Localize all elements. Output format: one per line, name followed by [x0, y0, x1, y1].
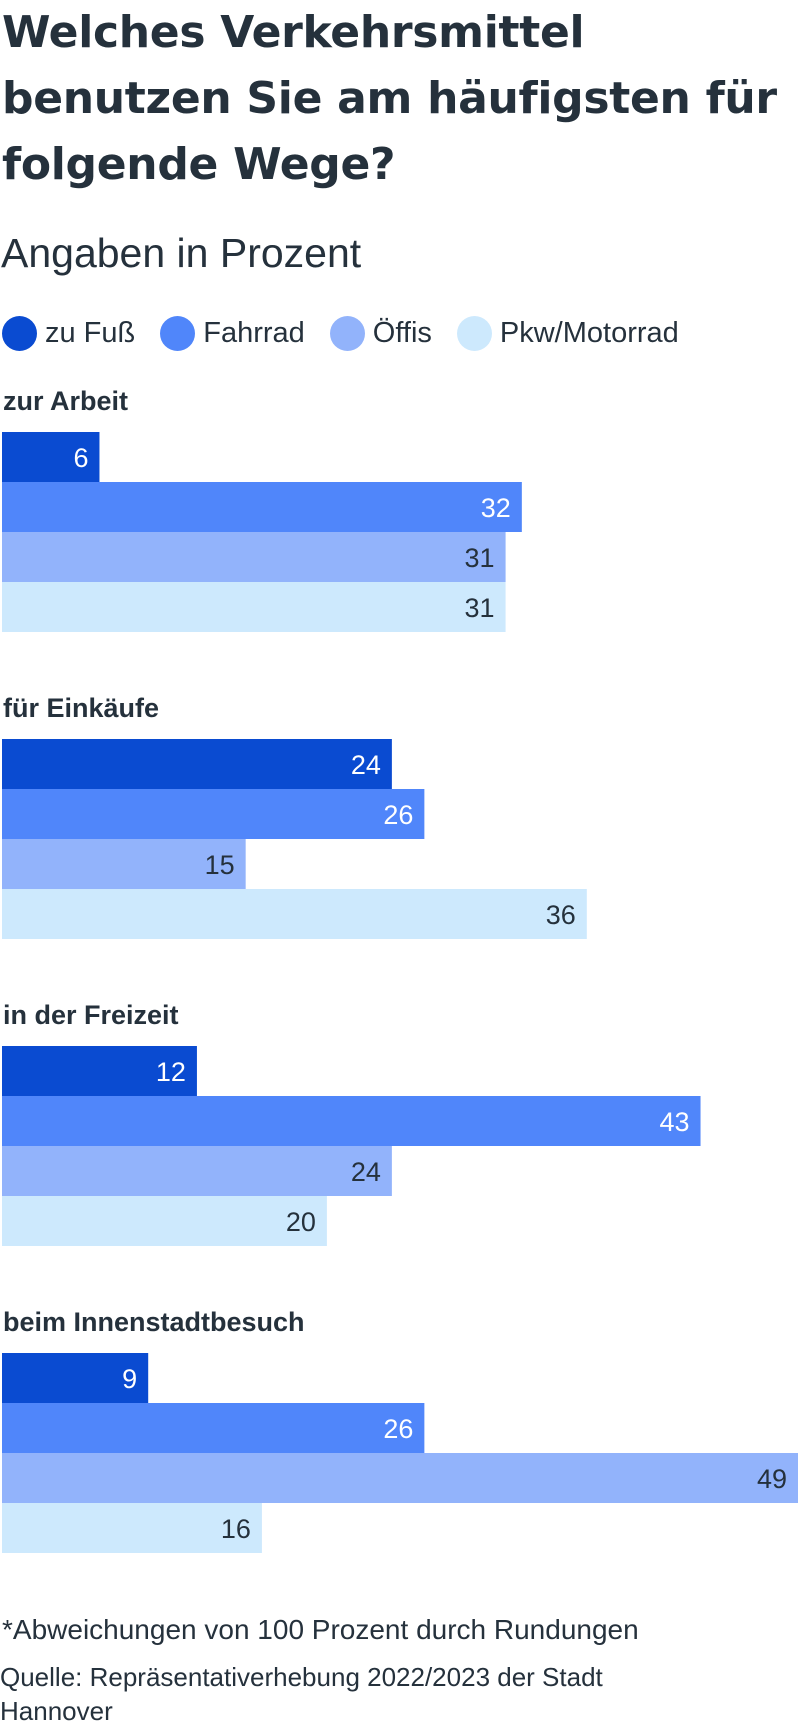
legend-swatch-pkw-motorrad	[456, 315, 492, 351]
category-label-in-der-freizeit: in der Freizeit	[3, 1000, 179, 1030]
legend-swatch-fahrrad	[160, 315, 196, 351]
legend-item-oeffis: Öffis	[329, 315, 432, 351]
bar-beim-innenstadtbesuch-oeffis	[2, 1453, 798, 1503]
bar-in-der-freizeit-oeffis	[2, 1146, 392, 1196]
legend-label-zu-fuss: zu Fuß	[45, 317, 136, 349]
legend-swatch-oeffis	[329, 315, 365, 351]
legend-swatch-zu-fuss	[2, 315, 37, 351]
bar-value-label-fuer-einkaeufe-zu-fuss: 24	[351, 750, 381, 780]
bar-value-label-zur-arbeit-oeffis: 31	[465, 543, 495, 573]
category-label-zur-arbeit: zur Arbeit	[3, 386, 128, 416]
bar-beim-innenstadtbesuch-zu-fuss	[2, 1353, 149, 1403]
bar-value-label-beim-innenstadtbesuch-pkw-motorrad: 16	[221, 1514, 251, 1544]
legend-item-fahrrad: Fahrrad	[160, 315, 305, 351]
category-label-fuer-einkaeufe: für Einkäufe	[3, 693, 159, 723]
legend-label-fahrrad: Fahrrad	[203, 317, 305, 349]
legend-item-pkw-motorrad: Pkw/Motorrad	[456, 315, 679, 351]
bar-group-in-der-freizeit: in der Freizeit 12 43 24 20	[2, 1000, 701, 1246]
bar-fuer-einkaeufe-fahrrad	[2, 789, 425, 839]
chart-title: Welches Verkehrsmittel benutzen Sie am h…	[2, 7, 777, 190]
bar-value-label-in-der-freizeit-fahrrad: 43	[659, 1107, 689, 1137]
bar-zur-arbeit-oeffis	[2, 532, 506, 582]
source-note: Quelle: Repräsentativerhebung 2022/2023 …	[0, 1662, 603, 1726]
bar-beim-innenstadtbesuch-fahrrad	[2, 1403, 425, 1453]
legend-label-pkw-motorrad: Pkw/Motorrad	[499, 317, 679, 349]
bar-fuer-einkaeufe-oeffis	[2, 839, 246, 889]
chart-subtitle: Angaben in Prozent	[1, 230, 362, 276]
bar-fuer-einkaeufe-pkw-motorrad	[2, 889, 587, 939]
bar-value-label-beim-innenstadtbesuch-zu-fuss: 9	[122, 1364, 137, 1394]
legend-item-zu-fuss: zu Fuß	[2, 315, 136, 351]
bar-zur-arbeit-pkw-motorrad	[2, 582, 506, 632]
bar-value-label-zur-arbeit-zu-fuss: 6	[73, 443, 88, 473]
bar-value-label-beim-innenstadtbesuch-fahrrad: 26	[383, 1414, 413, 1444]
bar-in-der-freizeit-zu-fuss	[2, 1046, 197, 1096]
bar-value-label-fuer-einkaeufe-oeffis: 15	[205, 850, 235, 880]
bar-value-label-in-der-freizeit-pkw-motorrad: 20	[286, 1207, 316, 1237]
bar-group-zur-arbeit: zur Arbeit 6 32 31 31	[2, 386, 522, 632]
bar-fuer-einkaeufe-zu-fuss	[2, 739, 392, 789]
legend-label-oeffis: Öffis	[372, 317, 432, 349]
bar-zur-arbeit-zu-fuss	[2, 432, 100, 482]
bar-value-label-zur-arbeit-pkw-motorrad: 31	[465, 593, 495, 623]
category-label-beim-innenstadtbesuch: beim Innenstadtbesuch	[3, 1307, 305, 1337]
bar-group-beim-innenstadtbesuch: beim Innenstadtbesuch 9 26 49 16	[2, 1307, 798, 1553]
bar-zur-arbeit-fahrrad	[2, 482, 522, 532]
bar-value-label-zur-arbeit-fahrrad: 32	[481, 493, 511, 523]
footnote: *Abweichungen von 100 Prozent durch Rund…	[2, 1614, 639, 1645]
bar-in-der-freizeit-fahrrad	[2, 1096, 701, 1146]
bar-beim-innenstadtbesuch-pkw-motorrad	[2, 1503, 262, 1553]
bar-value-label-fuer-einkaeufe-fahrrad: 26	[383, 800, 413, 830]
bar-value-label-in-der-freizeit-zu-fuss: 12	[156, 1057, 186, 1087]
bar-in-der-freizeit-pkw-motorrad	[2, 1196, 327, 1246]
legend: zu Fuß Fahrrad Öffis Pkw/Motorrad	[2, 309, 704, 357]
bar-value-label-in-der-freizeit-oeffis: 24	[351, 1157, 381, 1187]
bar-value-label-beim-innenstadtbesuch-oeffis: 49	[757, 1464, 787, 1494]
bar-value-label-fuer-einkaeufe-pkw-motorrad: 36	[546, 900, 576, 930]
